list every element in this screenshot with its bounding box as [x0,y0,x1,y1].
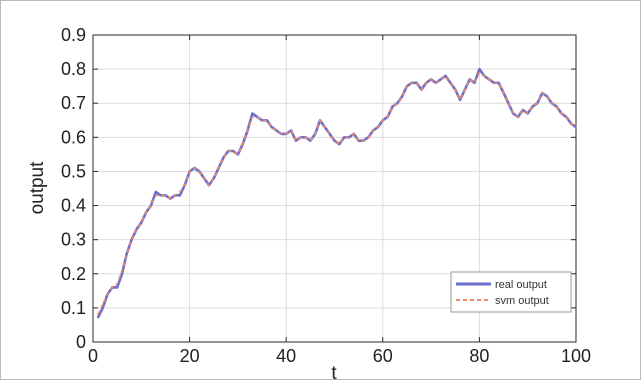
x-tick-label: 100 [561,346,591,366]
y-tick-label: 0.8 [61,59,86,79]
y-tick-label: 0.9 [61,25,86,45]
legend-label-real: real output [495,279,547,291]
legend-label-svm: svm output [495,295,549,307]
y-tick-label: 0.5 [61,161,86,181]
y-tick-label: 0.4 [61,196,86,216]
x-tick-label: 60 [373,346,393,366]
x-tick-label: 40 [276,346,296,366]
x-tick-label: 0 [88,346,98,366]
series-lines [96,67,577,319]
y-tick-label: 0.3 [61,230,86,250]
x-tick-label: 80 [469,346,489,366]
y-tick-label: 0 [76,332,86,352]
y-axis-title: output [27,161,48,215]
y-tick-label: 0.6 [61,127,86,147]
x-axis-title: t [331,363,337,381]
legend-box [450,271,572,313]
y-tick-label: 0.2 [61,264,86,284]
x-tick-label: 20 [180,346,200,366]
grid [92,34,577,343]
plot-box [92,34,577,343]
y-tick-label: 0.1 [61,298,86,318]
axis-ticks: 0 20 40 60 80 100 0 0.1 0.2 0.3 0.4 0.5 0.6 0.7 0.8 0.9 [61,25,591,366]
series-svm-output-line [97,71,577,316]
legend: real output svm output [450,271,572,313]
y-tick-label: 0.7 [61,93,86,113]
